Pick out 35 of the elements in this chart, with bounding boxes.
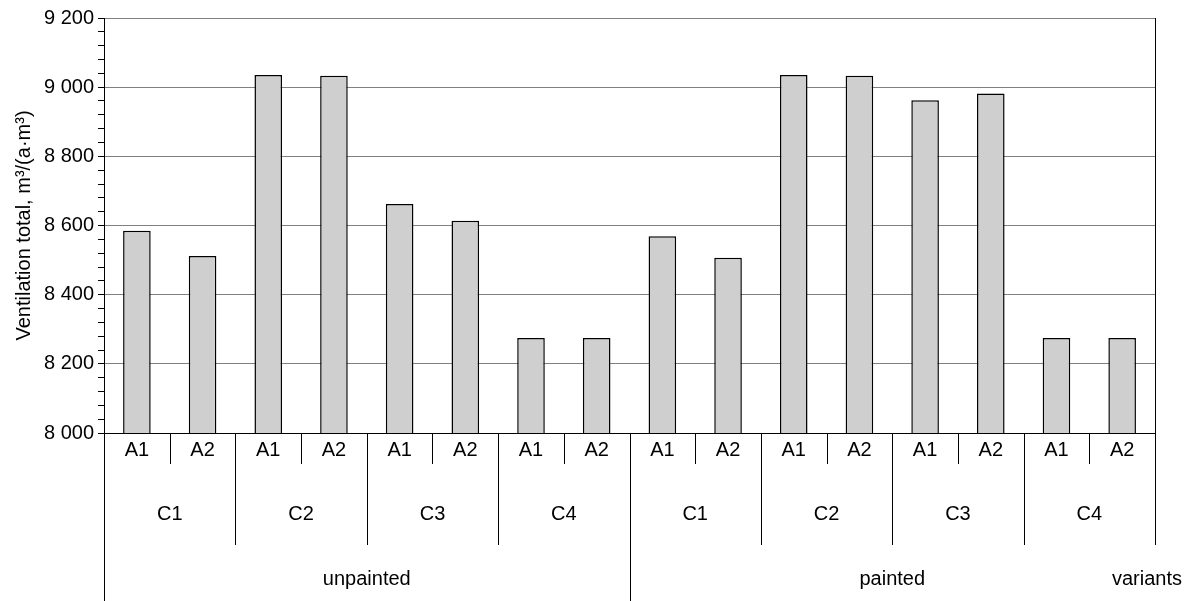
x-tick-label: A2 [190, 437, 215, 460]
text: C3 [419, 501, 446, 524]
y-tick-label: 9 000 [43, 74, 95, 97]
y-axis-title: Ventilation total, m³/(a·m³) [11, 110, 34, 341]
x-tick-label: A2 [453, 437, 478, 460]
text: C4 [1076, 501, 1103, 524]
x-tick-label: A1 [912, 437, 938, 460]
y-tick-label: 9 200 [43, 5, 95, 28]
y-tick-label: 8 200 [43, 351, 95, 374]
x-tick-label: A1 [1044, 437, 1069, 460]
y-tick-label: 8 000 [43, 420, 95, 443]
x-tick-label: A1 [124, 437, 150, 460]
text: C1 [156, 501, 183, 524]
x-tick-label: A1 [256, 437, 281, 460]
text: C2 [813, 501, 840, 524]
y-tick-label: 8 800 [43, 143, 95, 166]
text: C2 [288, 501, 314, 524]
text: painted [859, 566, 926, 589]
x-tick-label: A2 [715, 437, 741, 460]
x-tick-label: A2 [321, 437, 347, 460]
text: variants [1111, 566, 1182, 589]
text: C4 [551, 501, 577, 524]
x-tick-label: A2 [584, 437, 609, 460]
x-tick-label: A1 [781, 437, 806, 460]
x-tick-label: A2 [1109, 437, 1135, 460]
text: C3 [945, 501, 971, 524]
text: unpainted [322, 566, 411, 589]
y-tick-label: 8 600 [43, 213, 95, 236]
x-tick-label: A2 [978, 437, 1004, 460]
x-tick-label: A1 [518, 437, 544, 460]
x-tick-label: A1 [387, 437, 412, 460]
x-tick-label: A2 [847, 437, 872, 460]
text: C1 [682, 501, 708, 524]
y-tick-label: 8 400 [43, 282, 95, 305]
x-tick-label: A1 [650, 437, 675, 460]
